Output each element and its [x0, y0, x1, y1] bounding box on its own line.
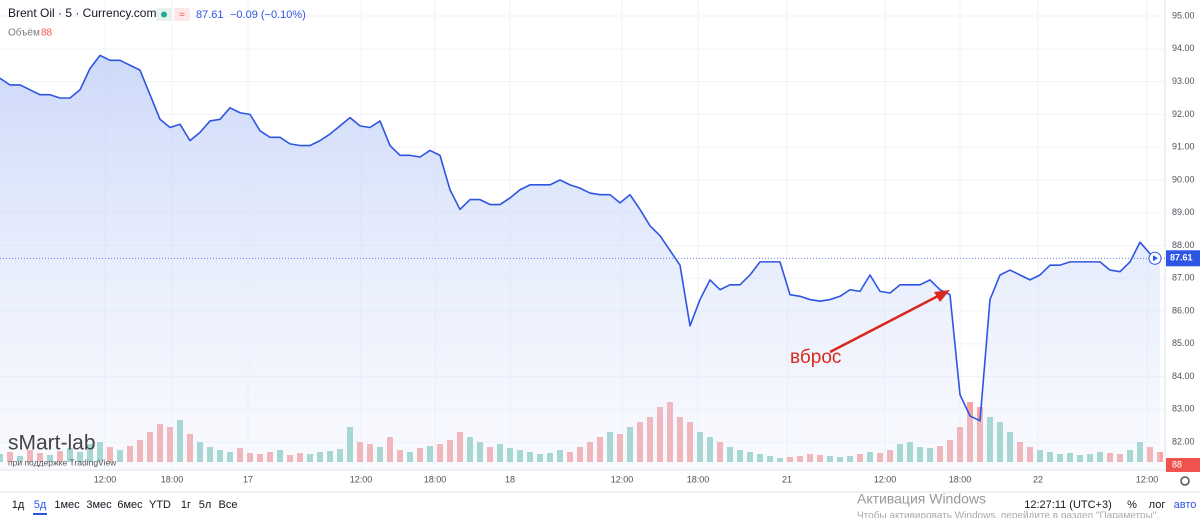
clock: 12:27:11 (UTC+3): [1024, 499, 1112, 511]
x-tick-label: 18:00: [949, 474, 972, 484]
y-tick-label: 89.00: [1172, 207, 1195, 217]
x-tick-label: 17: [243, 474, 253, 484]
windows-text: Чтобы активировать Windows, перейдите в …: [857, 510, 1159, 518]
area: [0, 55, 1160, 471]
x-tick-label: 18:00: [161, 474, 184, 484]
icon[interactable]: [174, 8, 190, 21]
play-icon: [1153, 255, 1158, 262]
watermark-brand: sMart-lab: [8, 432, 96, 455]
price-line: [0, 54, 1161, 422]
last-price: 87.61: [196, 9, 224, 21]
range-button[interactable]: 1мес: [54, 499, 80, 511]
y-tick-label: 95.00: [1172, 10, 1195, 20]
price-tag-label: 87.61: [1170, 253, 1193, 263]
settings-icon[interactable]: [1180, 476, 1190, 486]
icon: [161, 11, 167, 18]
y-tick-label: 87.00: [1172, 273, 1195, 283]
range-button[interactable]: 5д: [34, 499, 47, 511]
range-button[interactable]: 1д: [12, 499, 25, 511]
price-tag: [1166, 250, 1200, 267]
windows-title: Активация Windows: [857, 491, 986, 507]
price-change: −0.09 (−0.10%): [230, 9, 306, 21]
y-tick-label: 91.00: [1172, 142, 1195, 152]
x-tick-label: 18:00: [687, 474, 710, 484]
y-tick-label: 85.00: [1172, 338, 1195, 348]
x-tick-label: 12:00: [94, 474, 117, 484]
x-tick-label: 18: [505, 474, 515, 484]
y-tick-label: 82.00: [1172, 437, 1195, 447]
range-button[interactable]: Все: [219, 499, 238, 511]
x-tick-label: 18:00: [424, 474, 447, 484]
annotation-arrow: [829, 293, 941, 354]
watermark-powered: при поддержке TradingView: [8, 457, 117, 467]
volume-tag: [1166, 458, 1200, 472]
y-tick-label: 92.00: [1172, 109, 1195, 119]
y-tick-label: 94.00: [1172, 43, 1195, 53]
symbol-title: Brent Oil · 5 · Currency.com: [8, 6, 156, 20]
y-tick-label: 93.00: [1172, 76, 1195, 86]
x-tick-label: 12:00: [611, 474, 634, 484]
x-tick-label: 12:00: [1136, 474, 1159, 484]
range-button[interactable]: YTD: [149, 499, 171, 511]
y-tick-label: 86.00: [1172, 305, 1195, 315]
annotation-arrowhead: [934, 290, 950, 302]
auto-button[interactable]: авто: [1174, 499, 1197, 511]
volume-tag-label: 88: [1172, 459, 1182, 469]
x-tick-label: 12:00: [874, 474, 897, 484]
x-tick-label: 12:00: [350, 474, 373, 484]
x-tick-label: 21: [782, 474, 792, 484]
log-button[interactable]: лог: [1149, 499, 1166, 511]
y-tick-label: 83.00: [1172, 404, 1195, 414]
x-tick-label: 22: [1033, 474, 1043, 484]
range-button[interactable]: 3мес: [86, 499, 112, 511]
volume-label: Объём: [8, 27, 40, 39]
range-button[interactable]: 1г: [181, 499, 191, 511]
y-tick-label: 84.00: [1172, 371, 1195, 381]
percent-button[interactable]: %: [1127, 499, 1137, 511]
range-button[interactable]: 5л: [199, 499, 212, 511]
volume-value: 88: [41, 28, 53, 39]
y-tick-label: 88.00: [1172, 240, 1195, 250]
range-button[interactable]: 6мес: [117, 499, 143, 511]
icon: ≈: [179, 10, 185, 21]
annotation: вброс: [790, 347, 841, 368]
y-tick-label: 90.00: [1172, 174, 1195, 184]
